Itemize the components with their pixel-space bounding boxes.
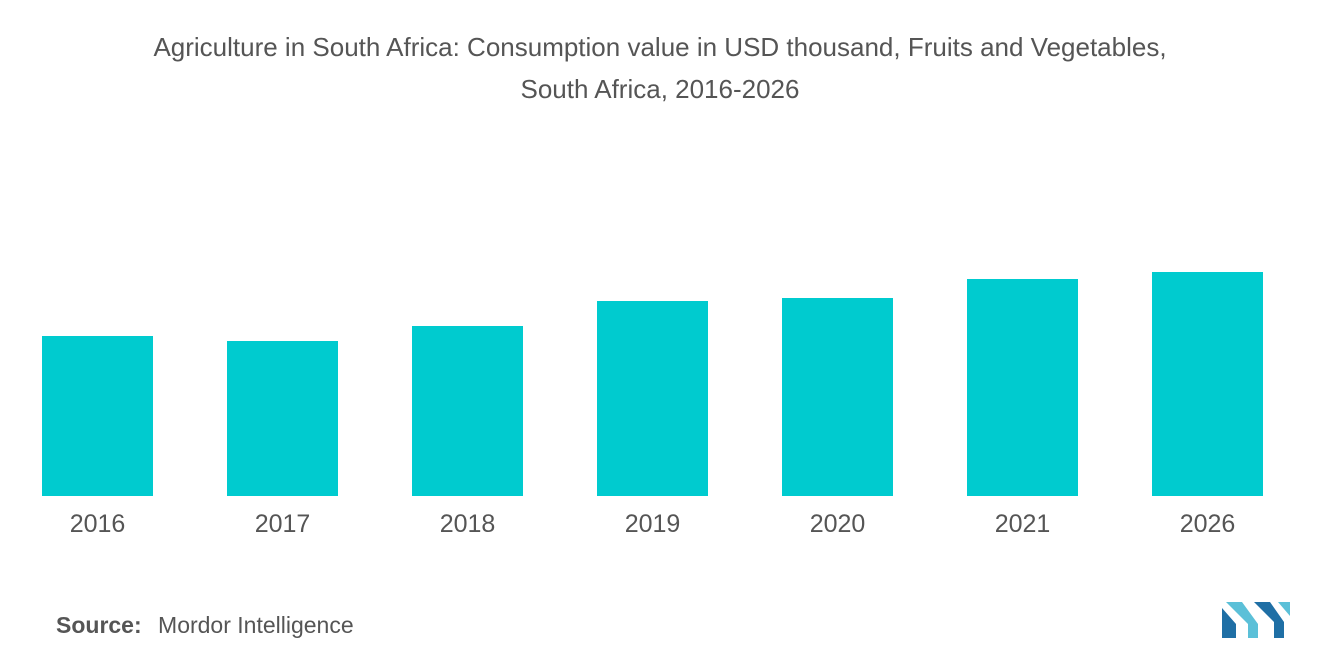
bar-2018	[412, 326, 523, 496]
bar-2019	[597, 301, 708, 496]
x-tick-label: 2026	[1180, 510, 1236, 538]
bar-2017	[227, 341, 338, 496]
x-tick-label: 2018	[440, 510, 496, 538]
x-tick-label: 2017	[255, 510, 311, 538]
mordor-intelligence-logo-icon	[1222, 602, 1290, 638]
bar-chart: 2016 2017 2018 2019 2020 2021 2026	[42, 272, 1263, 538]
x-tick-label: 2019	[625, 510, 681, 538]
source-label: Source:	[56, 612, 142, 638]
x-tick-label: 2016	[70, 510, 126, 538]
bar-2021	[967, 279, 1078, 496]
bar-2026	[1152, 272, 1263, 496]
chart-title: Agriculture in South Africa: Consumption…	[0, 26, 1320, 110]
chart-title-line-1: Agriculture in South Africa: Consumption…	[153, 32, 1167, 62]
bar-2016	[42, 336, 153, 496]
x-tick-label: 2021	[995, 510, 1051, 538]
source-note: Source: Mordor Intelligence	[56, 612, 354, 639]
chart-title-line-2: South Africa, 2016-2026	[520, 74, 800, 104]
x-tick-label: 2020	[810, 510, 866, 538]
bar-2020	[782, 298, 893, 496]
source-text: Mordor Intelligence	[158, 612, 354, 638]
